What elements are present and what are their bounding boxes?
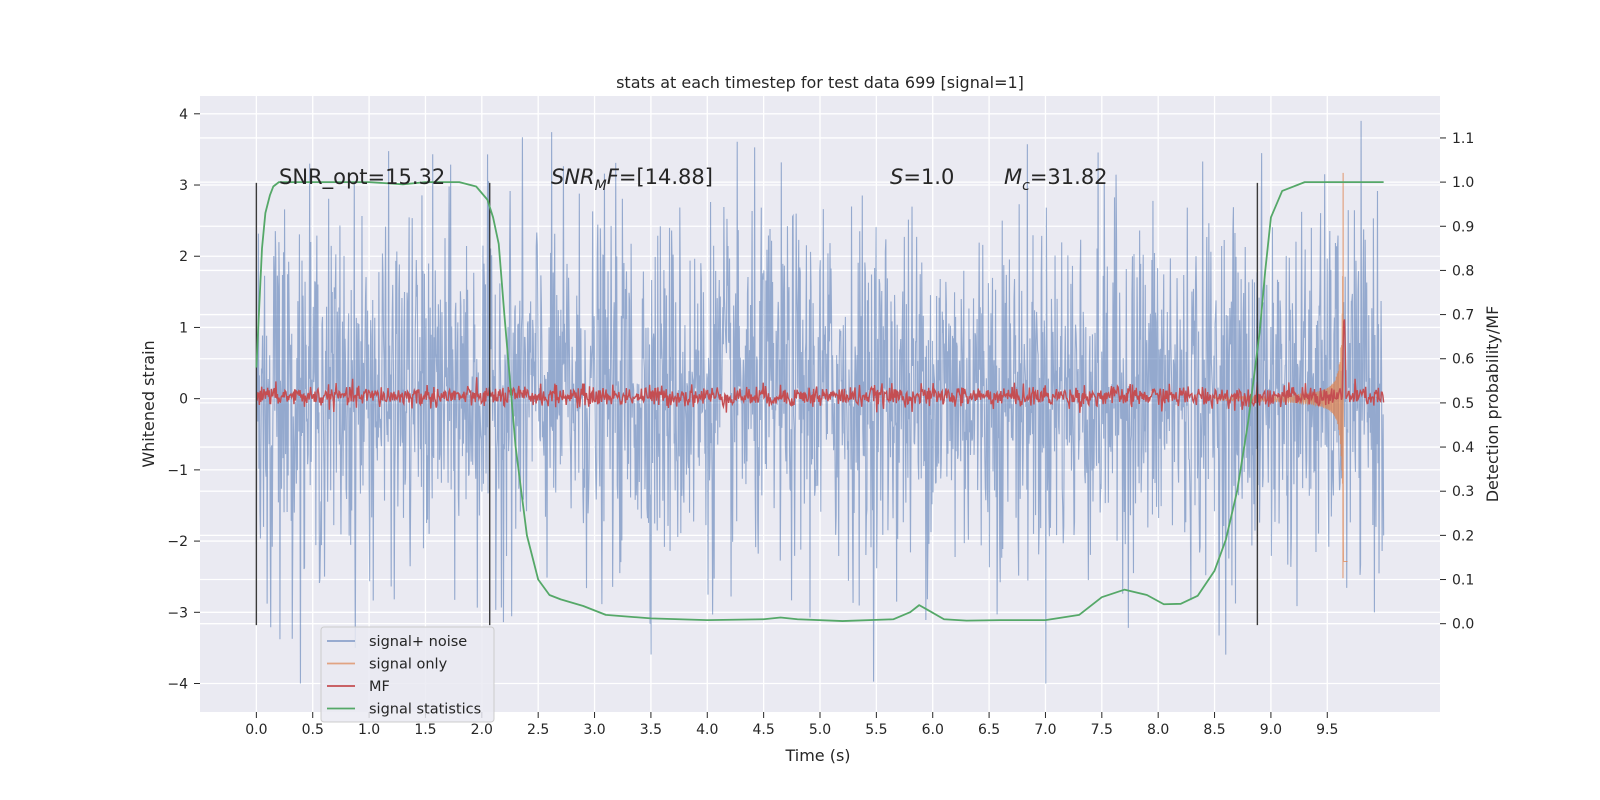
x-tick-label: 9.5 xyxy=(1316,722,1338,738)
y-axis-label: Whitened strain xyxy=(139,340,158,467)
y-right-tick-label: 0.5 xyxy=(1452,396,1474,412)
legend-box xyxy=(320,626,495,723)
x-tick-label: 4.5 xyxy=(753,722,775,738)
x-tick-label: 6.5 xyxy=(978,722,1000,738)
annotation-mc-subscript: c xyxy=(1022,178,1030,194)
y-tick-label: 2 xyxy=(179,249,188,265)
x-tick-label: 5.0 xyxy=(809,722,831,738)
x-tick-label: 1.0 xyxy=(358,722,380,738)
y-tick-label: 0 xyxy=(179,392,188,408)
annotation-snr-mf-value: =[14.88] xyxy=(619,165,713,189)
annotation-snr-mf-subscript: M xyxy=(595,178,607,194)
annotation-snr-mf: SNRMF=[14.88] xyxy=(551,165,713,194)
y-right-tick-label: 0.9 xyxy=(1452,219,1474,235)
x-tick-label: 5.5 xyxy=(865,722,887,738)
y-right-tick-label: 0.4 xyxy=(1452,440,1474,456)
x-tick-label: 2.5 xyxy=(527,722,549,738)
y-right-tick-label: 0.2 xyxy=(1452,528,1474,544)
y-right-tick-label: 1.0 xyxy=(1452,175,1474,191)
legend-label: signal+ noise xyxy=(369,634,467,650)
chart-marks xyxy=(255,120,1385,684)
x-tick-label: 4.0 xyxy=(696,722,718,738)
x-tick-label: 3.0 xyxy=(583,722,605,738)
y-tick-label: −4 xyxy=(167,677,188,693)
chart-title: stats at each timestep for test data 699… xyxy=(616,73,1024,92)
x-tick-label: 7.5 xyxy=(1091,722,1113,738)
x-tick-label: 0.5 xyxy=(302,722,324,738)
axes: 0.0 0.5 1.0 1.5 2.0 2.5 3.0 3.5 4.0 4.5 5.0 5.5 6.0 6… xyxy=(167,107,1474,738)
series-signal-statistics xyxy=(255,181,1384,622)
y-right-tick-label: 0.3 xyxy=(1452,484,1474,500)
annotation-s-symbol: S xyxy=(890,165,903,189)
annotation-snr-mf-symbol: SNR xyxy=(551,165,595,189)
annotation-snr-opt: SNR_opt=15.32 xyxy=(279,165,445,190)
y-tick-label: −1 xyxy=(167,463,188,479)
x-tick-label: 9.0 xyxy=(1260,722,1282,738)
annotation-mc-symbol: M xyxy=(1004,165,1022,189)
x-tick-label: 6.0 xyxy=(922,722,944,738)
y-right-tick-label: 0.8 xyxy=(1452,263,1474,279)
y-right-axis-label: Detection probability/MF xyxy=(1483,306,1502,503)
y-right-tick-label: 1.1 xyxy=(1452,131,1474,147)
y-right-tick-label: 0.7 xyxy=(1452,308,1474,324)
annotation-s-value: =1.0 xyxy=(903,165,954,189)
x-tick-label: 1.5 xyxy=(414,722,436,738)
y-right-tick-label: 0.6 xyxy=(1452,352,1474,368)
x-tick-label: 0.0 xyxy=(245,722,267,738)
x-tick-label: 7.0 xyxy=(1034,722,1056,738)
x-tick-label: 8.5 xyxy=(1203,722,1225,738)
y-tick-label: 3 xyxy=(179,178,188,194)
y-tick-label: 1 xyxy=(179,320,188,336)
annotation-snr-mf-symbol2: F xyxy=(607,165,620,189)
annotation-s: S=1.0 xyxy=(890,165,954,189)
y-tick-label: −3 xyxy=(167,605,188,621)
x-axis-label: Time (s) xyxy=(784,746,850,765)
y-tick-label: −2 xyxy=(167,534,188,550)
x-tick-label: 8.0 xyxy=(1147,722,1169,738)
x-tick-label: 3.5 xyxy=(640,722,662,738)
legend: signal+ noise signal only MF signal statist… xyxy=(320,626,495,723)
y-right-tick-label: 0.0 xyxy=(1452,617,1474,633)
y-right-tick-label: 0.1 xyxy=(1452,573,1474,589)
legend-label: MF xyxy=(369,679,390,695)
annotation-mc-value: =31.82 xyxy=(1030,165,1108,189)
legend-label: signal statistics xyxy=(369,702,481,718)
annotation-mc: Mc=31.82 xyxy=(1004,165,1108,194)
legend-label: signal only xyxy=(369,657,448,673)
y-tick-label: 4 xyxy=(179,107,188,123)
series-signal-noise xyxy=(255,120,1385,684)
x-tick-label: 2.0 xyxy=(471,722,493,738)
series-mf xyxy=(255,319,1385,413)
